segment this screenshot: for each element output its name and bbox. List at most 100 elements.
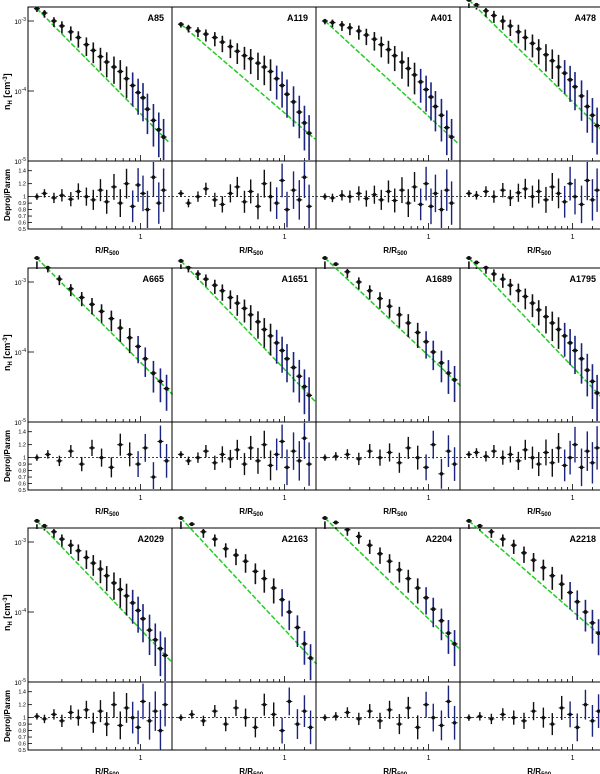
ratio-point (484, 189, 488, 194)
density-point (452, 641, 457, 646)
panel-label: A401 (430, 13, 452, 23)
ratio-point (340, 193, 344, 198)
x-tick-label: 1 (427, 495, 431, 502)
y-bottom-tick-label: 0.5 (18, 748, 26, 754)
density-point (433, 104, 438, 109)
ratio-point (575, 725, 580, 730)
density-point (406, 320, 411, 325)
ratio-point (446, 449, 451, 453)
ratio-point (573, 194, 577, 199)
density-point (118, 326, 123, 331)
ratio-point (556, 446, 561, 450)
ratio-point (124, 181, 129, 186)
density-point (130, 600, 135, 605)
density-point (291, 99, 296, 104)
ratio-point (204, 449, 208, 453)
x-tick-label: 1 (571, 755, 575, 762)
density-point (212, 283, 217, 288)
density-point (51, 19, 56, 23)
ratio-point (186, 201, 191, 205)
density-frame (315, 267, 461, 423)
panel-a1689: A1689 1 R/R500 (315, 256, 462, 518)
density-point (399, 59, 404, 64)
density-frame (171, 527, 317, 683)
density-point (406, 66, 411, 71)
density-point (530, 301, 535, 306)
density-point (386, 47, 391, 52)
y-bottom-tick-label: 1 (23, 716, 26, 722)
density-point (590, 113, 595, 118)
density-point (280, 348, 285, 353)
density-point (91, 561, 96, 566)
density-point (431, 350, 436, 354)
density-point (45, 265, 50, 270)
density-point (516, 29, 521, 34)
panel-a401: A401 1 R/R500 (315, 6, 461, 257)
ratio-point (163, 702, 167, 707)
density-point (178, 258, 183, 263)
ratio-point (323, 194, 327, 199)
y-bottom-tick-label: 0.6 (18, 221, 26, 227)
ratio-point (302, 175, 307, 179)
density-point (364, 33, 369, 38)
density-point (531, 558, 536, 563)
density-point (439, 360, 444, 365)
model-line (324, 517, 462, 651)
ratio-point (474, 450, 479, 455)
ratio-point (492, 194, 496, 199)
ratio-point (444, 188, 449, 192)
ratio-point (141, 191, 145, 196)
density-point (89, 302, 94, 307)
ratio-point (508, 452, 513, 457)
ratio-point (46, 452, 50, 457)
ratio-point (297, 198, 302, 202)
ratio-point (84, 194, 89, 199)
ratio-point (235, 185, 240, 189)
ratio-point (234, 706, 238, 710)
ratio-point (424, 181, 428, 186)
y-top-tick-label: 10-5 (14, 418, 26, 427)
density-point (367, 543, 372, 548)
ratio-point (562, 463, 567, 468)
ratio-point (297, 459, 302, 463)
y-bottom-tick-label: 1 (23, 456, 26, 462)
panel-label: A2204 (425, 534, 452, 544)
density-point (223, 546, 228, 551)
ratio-point (431, 715, 436, 720)
density-point (583, 610, 588, 614)
density-point (452, 377, 457, 382)
density-point (136, 344, 141, 349)
y-bottom-tick-label: 0.9 (18, 722, 26, 728)
density-point (287, 610, 292, 614)
density-point (536, 307, 541, 312)
density-point (415, 586, 420, 591)
density-point (406, 576, 411, 581)
ratio-point (287, 699, 292, 704)
density-point (178, 22, 183, 27)
ratio-point (568, 455, 572, 460)
ratio-point (348, 194, 352, 199)
ratio-point (302, 436, 307, 440)
density-point (483, 265, 488, 270)
y-top-tick-label: 10-4 (14, 608, 26, 617)
ratio-point (406, 706, 411, 710)
y-bottom-tick-label: 0.7 (18, 214, 26, 220)
ratio-point (268, 194, 273, 199)
ratio-point (531, 709, 536, 713)
ratio-point (262, 181, 267, 186)
density-point (489, 529, 494, 534)
density-point (59, 23, 64, 28)
ratio-point (98, 709, 103, 713)
ratio-point (523, 448, 528, 452)
x-tick-label: 1 (427, 755, 431, 762)
density-point (322, 19, 327, 23)
x-axis-label: R/R500 (383, 767, 407, 774)
ratio-point (79, 462, 84, 466)
ratio-point (130, 204, 135, 209)
y-bottom-tick-label: 0.5 (18, 227, 26, 233)
x-tick-label: 1 (139, 755, 143, 762)
ratio-point (143, 446, 148, 450)
density-point (42, 11, 47, 16)
density-point (562, 333, 567, 338)
ratio-frame (27, 421, 173, 491)
